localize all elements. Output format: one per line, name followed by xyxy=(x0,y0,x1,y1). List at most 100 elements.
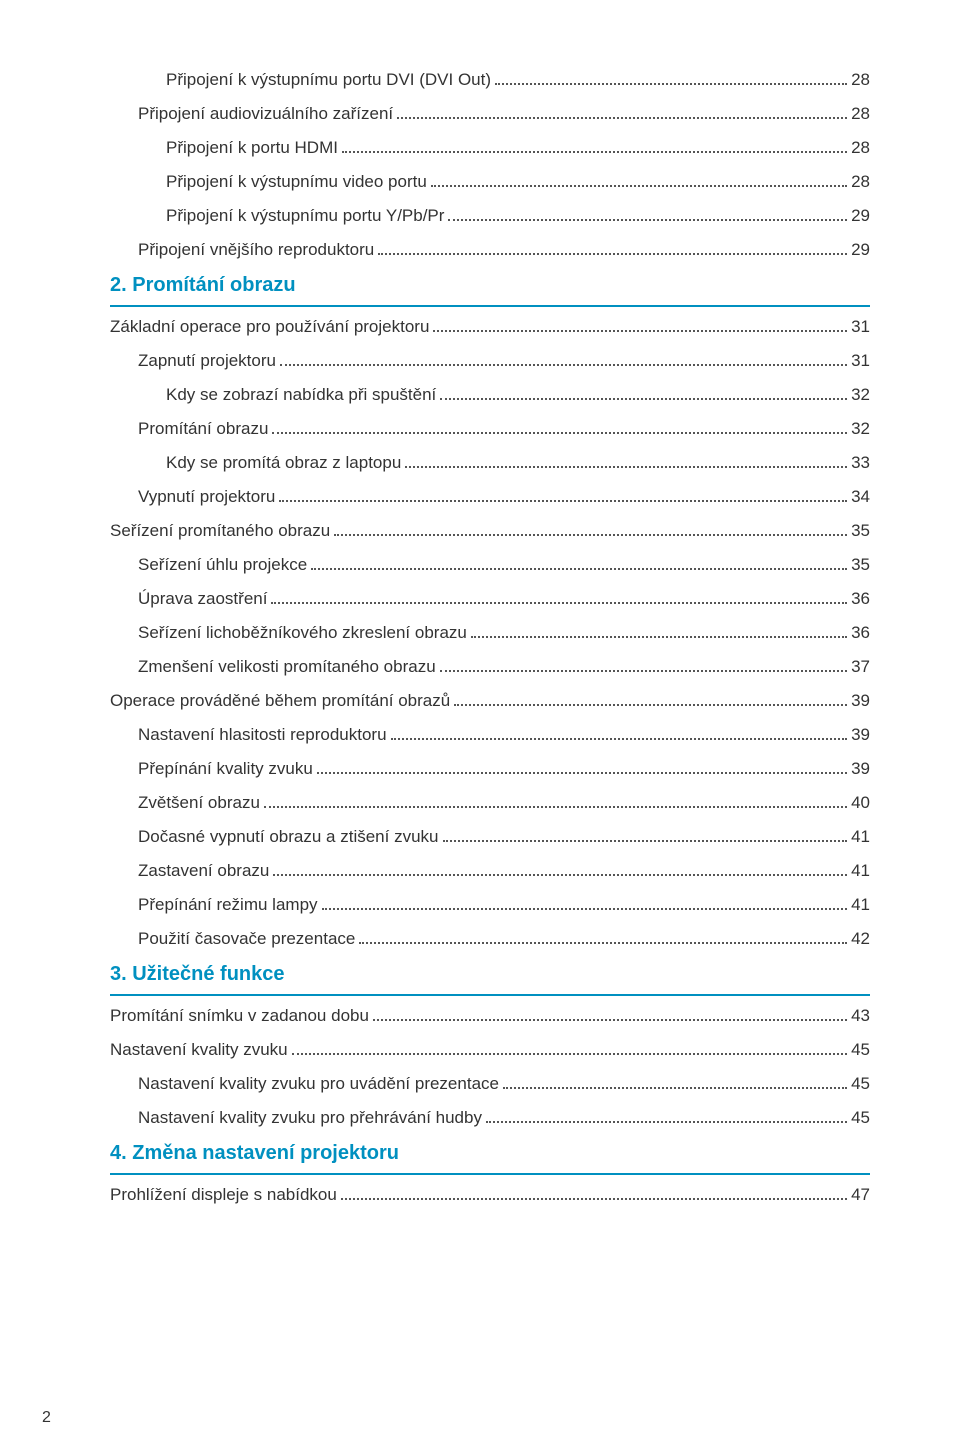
toc-entry-page: 34 xyxy=(851,487,870,507)
toc-entry-label: Promítání obrazu xyxy=(138,419,268,439)
toc-entry-label: Připojení vnějšího reproduktoru xyxy=(138,240,374,260)
toc-entry: Připojení k výstupnímu video portu28 xyxy=(110,172,870,192)
toc-entry-page: 28 xyxy=(851,104,870,124)
toc-entry-page: 33 xyxy=(851,453,870,473)
toc-entry-label: Dočasné vypnutí obrazu a ztišení zvuku xyxy=(138,827,439,847)
toc-entry-page: 32 xyxy=(851,419,870,439)
toc-entry-page: 29 xyxy=(851,240,870,260)
toc-entry-page: 39 xyxy=(851,759,870,779)
toc-entry-page: 40 xyxy=(851,793,870,813)
section-rule xyxy=(110,994,870,996)
toc-leader-dots xyxy=(273,874,847,876)
toc-entry-label: Zvětšení obrazu xyxy=(138,793,260,813)
toc-leader-dots xyxy=(311,568,847,570)
toc-entry-label: Úprava zaostření xyxy=(138,589,267,609)
toc-entry-page: 29 xyxy=(851,206,870,226)
toc-entry: Kdy se zobrazí nabídka při spuštění32 xyxy=(110,385,870,405)
toc-leader-dots xyxy=(471,636,847,638)
toc-entry-page: 31 xyxy=(851,351,870,371)
toc-leader-dots xyxy=(391,738,848,740)
toc-entry: Seřízení úhlu projekce 35 xyxy=(110,555,870,575)
toc-leader-dots xyxy=(317,772,847,774)
toc-entry-label: Nastavení kvality zvuku xyxy=(110,1040,288,1060)
toc-entry-label: Operace prováděné během promítání obrazů xyxy=(110,691,450,711)
toc-entry-page: 36 xyxy=(851,589,870,609)
toc-entry: Základní operace pro používání projektor… xyxy=(110,317,870,337)
toc-leader-dots xyxy=(440,398,847,400)
toc-entry-label: Nastavení hlasitosti reproduktoru xyxy=(138,725,387,745)
toc-entry: Nastavení kvality zvuku 45 xyxy=(110,1040,870,1060)
toc-leader-dots xyxy=(322,908,848,910)
toc-leader-dots xyxy=(486,1121,847,1123)
toc-entry: Připojení audiovizuálního zařízení28 xyxy=(110,104,870,124)
toc-entry: Připojení k výstupnímu portu Y/Pb/Pr 29 xyxy=(110,206,870,226)
toc-entry-page: 28 xyxy=(851,138,870,158)
toc-entry-page: 35 xyxy=(851,555,870,575)
toc-leader-dots xyxy=(405,466,847,468)
toc-leader-dots xyxy=(433,330,847,332)
toc-entry-page: 36 xyxy=(851,623,870,643)
toc-entry: Promítání snímku v zadanou dobu 43 xyxy=(110,1006,870,1026)
toc-entry: Zapnutí projektoru 31 xyxy=(110,351,870,371)
toc-entry: Použití časovače prezentace42 xyxy=(110,929,870,949)
toc-entry-label: Kdy se promítá obraz z laptopu xyxy=(166,453,401,473)
toc-entry-label: Přepínání kvality zvuku xyxy=(138,759,313,779)
toc-entry-page: 31 xyxy=(851,317,870,337)
toc-entry-page: 42 xyxy=(851,929,870,949)
toc-entry: Kdy se promítá obraz z laptopu 33 xyxy=(110,453,870,473)
toc-entry: Promítání obrazu 32 xyxy=(110,419,870,439)
toc-leader-dots xyxy=(431,185,847,187)
toc-entry: Seřízení promítaného obrazu 35 xyxy=(110,521,870,541)
toc-entry-label: Zmenšení velikosti promítaného obrazu xyxy=(138,657,436,677)
toc-leader-dots xyxy=(280,364,847,366)
toc-entry: Připojení vnějšího reproduktoru 29 xyxy=(110,240,870,260)
toc-leader-dots xyxy=(342,151,847,153)
toc-entry-label: Seřízení úhlu projekce xyxy=(138,555,307,575)
toc-entry-label: Vypnutí projektoru xyxy=(138,487,275,507)
toc-entry-label: Nastavení kvality zvuku pro uvádění prez… xyxy=(138,1074,499,1094)
toc-entry-page: 47 xyxy=(851,1185,870,1205)
toc-entry-page: 43 xyxy=(851,1006,870,1026)
toc-entry-label: Prohlížení displeje s nabídkou xyxy=(110,1185,337,1205)
toc-entry: Zastavení obrazu41 xyxy=(110,861,870,881)
toc-entry-page: 35 xyxy=(851,521,870,541)
toc-leader-dots xyxy=(264,806,847,808)
toc-leader-dots xyxy=(443,840,848,842)
toc-entry-page: 39 xyxy=(851,725,870,745)
toc-entry-page: 41 xyxy=(851,861,870,881)
toc-leader-dots xyxy=(373,1019,847,1021)
toc-entry: Úprava zaostření 36 xyxy=(110,589,870,609)
toc-entry: Operace prováděné během promítání obrazů… xyxy=(110,691,870,711)
page-number: 2 xyxy=(42,1409,51,1427)
toc-leader-dots xyxy=(271,602,847,604)
toc-entry-page: 41 xyxy=(851,827,870,847)
toc-entry-page: 45 xyxy=(851,1108,870,1128)
toc-entry-label: Zapnutí projektoru xyxy=(138,351,276,371)
toc-entry: Zvětšení obrazu 40 xyxy=(110,793,870,813)
toc-entry: Nastavení kvality zvuku pro přehrávání h… xyxy=(110,1108,870,1128)
toc-leader-dots xyxy=(272,432,847,434)
table-of-contents: Připojení k výstupnímu portu DVI (DVI Ou… xyxy=(110,70,870,1205)
toc-entry: Dočasné vypnutí obrazu a ztišení zvuku 41 xyxy=(110,827,870,847)
toc-entry: Přepínání kvality zvuku 39 xyxy=(110,759,870,779)
toc-leader-dots xyxy=(279,500,847,502)
toc-entry-page: 41 xyxy=(851,895,870,915)
toc-leader-dots xyxy=(448,219,847,221)
toc-leader-dots xyxy=(440,670,847,672)
toc-leader-dots xyxy=(454,704,847,706)
toc-entry-page: 45 xyxy=(851,1040,870,1060)
toc-entry-label: Připojení k výstupnímu video portu xyxy=(166,172,427,192)
toc-entry: Zmenšení velikosti promítaného obrazu 37 xyxy=(110,657,870,677)
toc-entry: Prohlížení displeje s nabídkou 47 xyxy=(110,1185,870,1205)
toc-entry-label: Promítání snímku v zadanou dobu xyxy=(110,1006,369,1026)
toc-entry-label: Seřízení promítaného obrazu xyxy=(110,521,330,541)
toc-entry-label: Seřízení lichoběžníkového zkreslení obra… xyxy=(138,623,467,643)
toc-leader-dots xyxy=(503,1087,847,1089)
toc-entry-page: 39 xyxy=(851,691,870,711)
toc-leader-dots xyxy=(359,942,847,944)
toc-entry-page: 32 xyxy=(851,385,870,405)
toc-entry: Seřízení lichoběžníkového zkreslení obra… xyxy=(110,623,870,643)
toc-entry-page: 28 xyxy=(851,70,870,90)
toc-entry-label: Připojení k výstupnímu portu Y/Pb/Pr xyxy=(166,206,444,226)
toc-entry-page: 37 xyxy=(851,657,870,677)
